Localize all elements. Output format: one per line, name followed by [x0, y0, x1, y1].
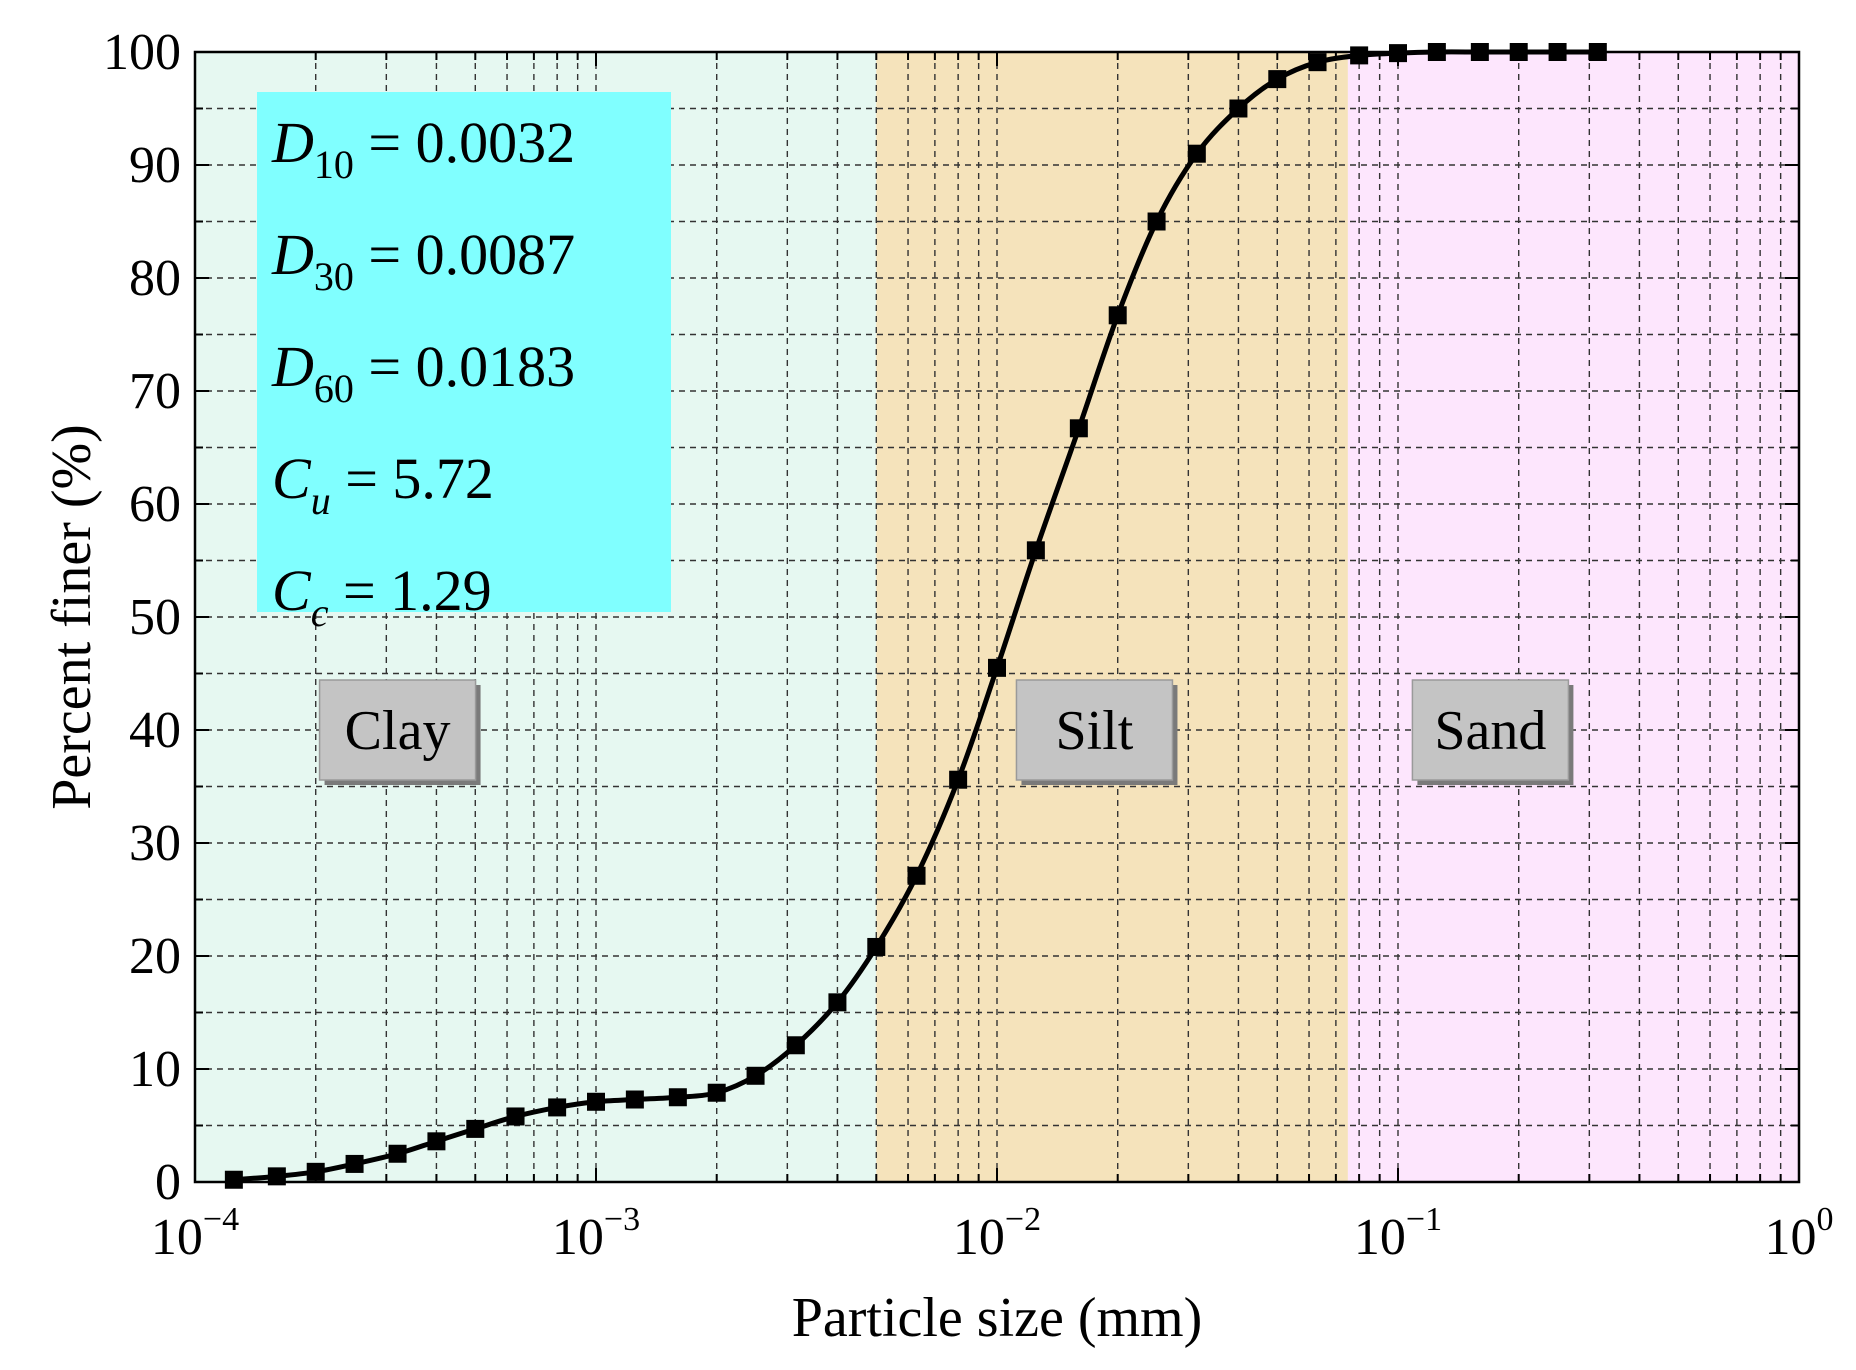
y-axis-title: Percent finer (%) — [41, 424, 103, 810]
y-tick-label: 20 — [129, 928, 181, 985]
x-axis-title: Particle size (mm) — [792, 1287, 1203, 1349]
data-point — [224, 1170, 243, 1189]
annotation-line: D60 = 0.0183 — [271, 334, 575, 411]
data-point — [1069, 419, 1088, 438]
annotation-line: Cu = 5.72 — [272, 446, 494, 523]
data-point — [587, 1092, 605, 1111]
y-tick-label: 60 — [129, 476, 181, 533]
data-point — [1026, 541, 1045, 560]
region-label-box — [318, 679, 477, 781]
region-label-clay: Clay — [345, 700, 451, 762]
data-point — [1187, 144, 1206, 163]
y-tick-label: 40 — [129, 702, 181, 759]
y-tick-label: 10 — [129, 1041, 181, 1098]
data-point — [506, 1107, 525, 1126]
data-point — [786, 1036, 805, 1055]
data-point — [1308, 53, 1327, 72]
region-label-box — [1411, 679, 1570, 781]
data-point — [668, 1088, 687, 1107]
axis-ticks — [194, 51, 1800, 1183]
data-point — [548, 1098, 567, 1117]
annotation-line: Cc = 1.29 — [272, 558, 492, 635]
data-point — [988, 658, 1006, 677]
y-tick-label: 100 — [103, 24, 181, 81]
data-point — [1268, 70, 1287, 89]
region-labels: Clay Silt Sand — [318, 679, 1574, 785]
annotation-box — [257, 92, 671, 612]
data-point — [345, 1154, 364, 1173]
x-tick-label: 10−2 — [953, 1201, 1041, 1266]
statistics-annotation: D10 = 0.0032 D30 = 0.0087 D60 = 0.0183 Cu =… — [257, 92, 671, 635]
data-point — [1108, 306, 1127, 325]
data-point — [388, 1144, 407, 1163]
data-point — [625, 1090, 644, 1109]
data-point — [427, 1132, 446, 1151]
x-tick-label: 100 — [1765, 1201, 1834, 1266]
region-label-silt: Silt — [1056, 700, 1134, 762]
data-point — [1147, 212, 1166, 231]
annotation-line: D30 = 0.0087 — [271, 222, 575, 299]
data-point — [466, 1119, 485, 1138]
data-point — [306, 1162, 325, 1181]
y-tick-label: 80 — [129, 250, 181, 307]
y-tick-label: 90 — [129, 137, 181, 194]
data-point — [949, 770, 968, 789]
y-tick-label: 30 — [129, 815, 181, 872]
x-tick-label: 10−4 — [151, 1201, 239, 1266]
region-label-box — [1015, 679, 1174, 781]
x-tick-label: 10−3 — [552, 1201, 640, 1266]
tick-labels: 0 10 20 30 40 50 60 70 80 90 100 10−4 10−3 10−2 10−1 10… — [103, 24, 1834, 1266]
data-point — [828, 993, 847, 1012]
x-tick-label: 10−1 — [1354, 1201, 1442, 1266]
y-tick-label: 50 — [129, 589, 181, 646]
data-point — [867, 937, 886, 956]
data-point — [746, 1066, 765, 1085]
data-point — [707, 1083, 726, 1102]
y-tick-label: 0 — [155, 1154, 181, 1211]
data-point — [1229, 99, 1248, 118]
data-point — [907, 866, 926, 885]
region-label-sand: Sand — [1434, 700, 1546, 762]
y-tick-label: 70 — [129, 363, 181, 420]
annotation-line: D10 = 0.0032 — [271, 110, 575, 187]
